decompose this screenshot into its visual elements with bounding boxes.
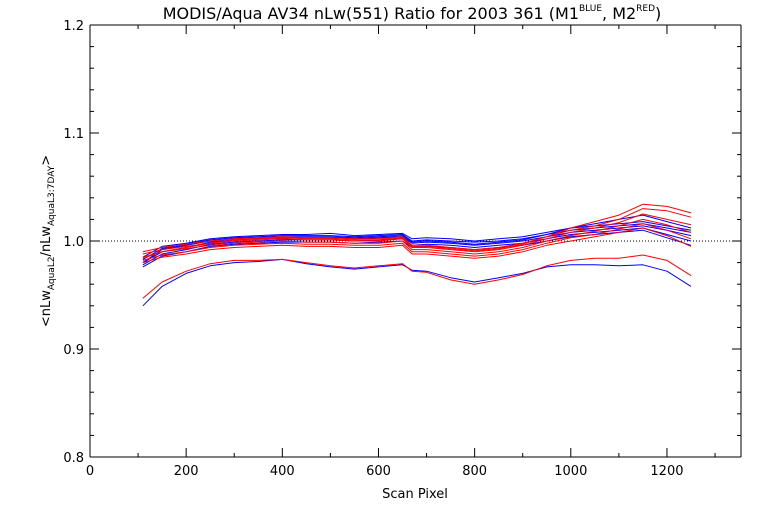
ticks [89,24,741,458]
tick-labels: 0 200 400 600 800 1000 1200 0.8 0.9 1.0 1.1 1.2 [63,19,683,479]
y-tick-label: 1.1 [63,127,84,142]
x-tick-label: 1000 [554,464,587,479]
y-axis-label: <nLwAquaL2/nLwAquaL3:7DAY> [39,155,57,327]
x-tick-label: 400 [270,464,295,479]
x-tick-label: 800 [462,464,487,479]
series-line-10 [142,218,692,258]
x-axis-label: Scan Pixel [382,487,448,502]
series-line-13 [142,203,692,259]
series-line-12 [142,227,692,264]
x-tick-label: 0 [86,464,94,479]
series-line-7 [142,258,692,307]
series-line-8 [142,208,692,253]
series-line-14 [142,254,692,299]
chart-title: MODIS/Aqua AV34 nLw(551) Ratio for 2003 … [163,4,662,23]
x-tick-label: 200 [174,464,199,479]
x-tick-label: 1200 [650,464,683,479]
series-line-11 [142,223,692,261]
y-tick-label: 0.9 [63,343,84,358]
series-line-9 [142,213,692,255]
series-layer [142,203,692,307]
y-tick-label: 0.8 [63,451,84,466]
y-tick-label: 1.0 [63,235,84,250]
y-tick-label: 1.2 [63,19,84,34]
x-tick-label: 600 [366,464,391,479]
